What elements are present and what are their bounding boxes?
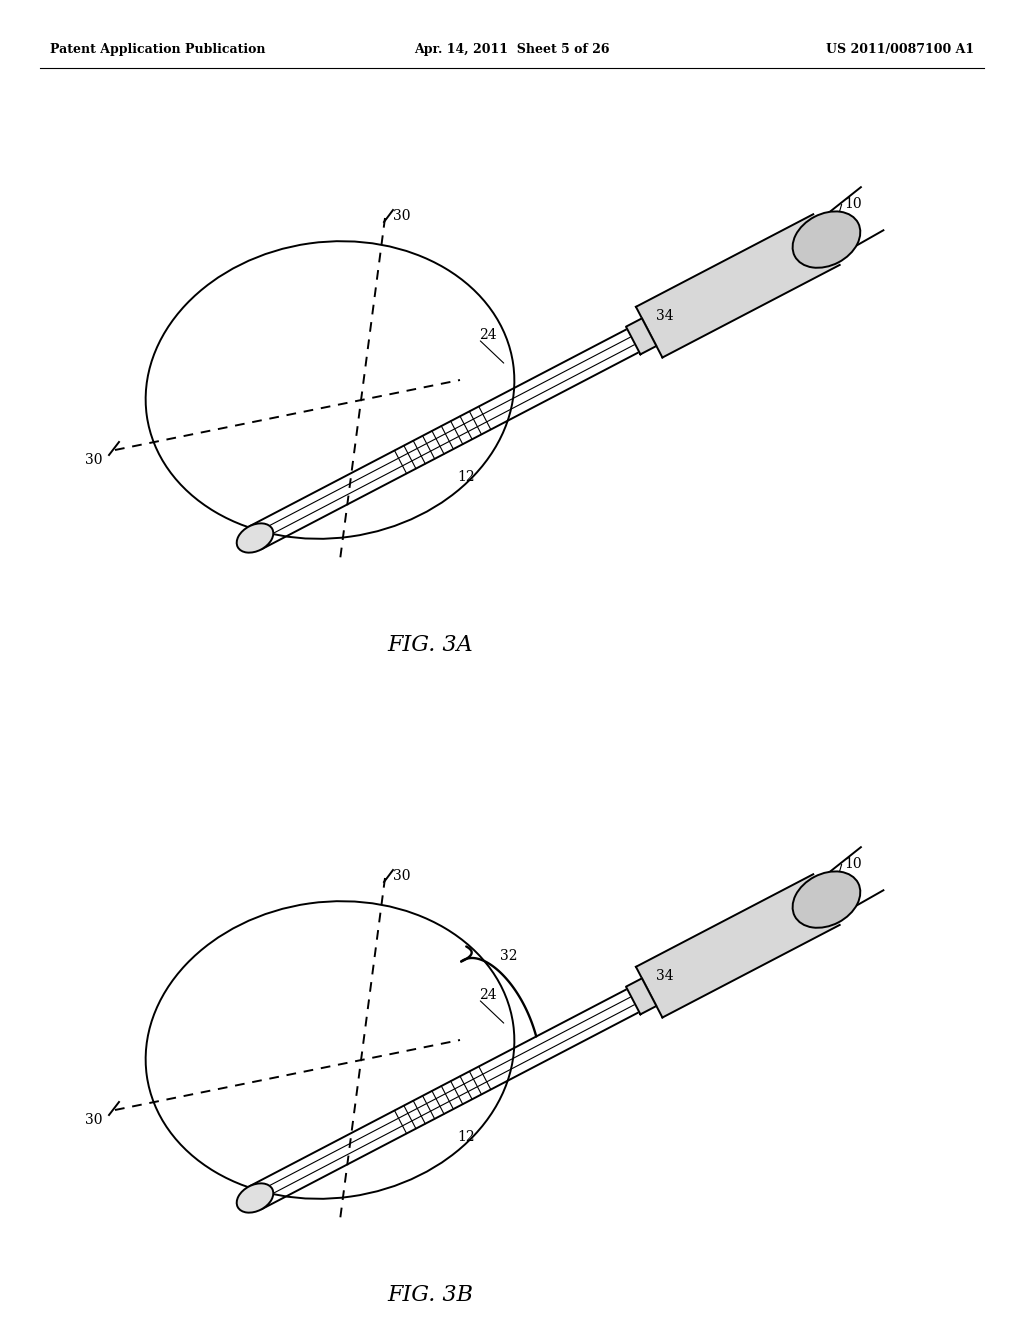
Text: US 2011/0087100 A1: US 2011/0087100 A1: [826, 44, 974, 57]
Text: Patent Application Publication: Patent Application Publication: [50, 44, 265, 57]
Text: 34: 34: [656, 309, 674, 323]
Text: FIG. 3B: FIG. 3B: [387, 1284, 473, 1305]
Text: 12: 12: [458, 470, 475, 483]
Text: 10: 10: [845, 197, 862, 211]
Text: 10: 10: [845, 857, 862, 871]
Ellipse shape: [793, 871, 860, 928]
Ellipse shape: [237, 523, 273, 553]
Text: 30: 30: [85, 1113, 103, 1127]
Text: 24: 24: [479, 987, 497, 1002]
Text: 24: 24: [479, 327, 497, 342]
Text: 30: 30: [393, 209, 411, 223]
Polygon shape: [636, 214, 840, 358]
Polygon shape: [636, 874, 840, 1018]
Text: Apr. 14, 2011  Sheet 5 of 26: Apr. 14, 2011 Sheet 5 of 26: [415, 44, 609, 57]
Polygon shape: [626, 978, 656, 1014]
Ellipse shape: [237, 1183, 273, 1213]
Text: FIG. 3A: FIG. 3A: [387, 634, 473, 656]
Ellipse shape: [793, 211, 860, 268]
Text: 12: 12: [458, 1130, 475, 1143]
Text: 30: 30: [393, 869, 411, 883]
Text: 32: 32: [501, 949, 518, 964]
Text: 34: 34: [656, 969, 674, 983]
Polygon shape: [626, 318, 656, 354]
Text: 30: 30: [85, 453, 103, 467]
